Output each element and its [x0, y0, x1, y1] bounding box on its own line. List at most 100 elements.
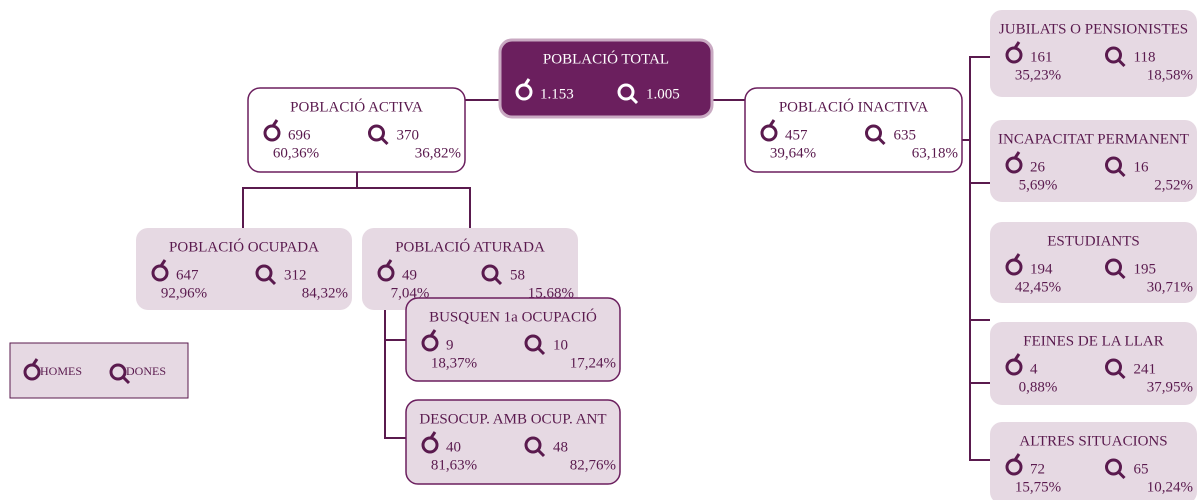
node-title: INCAPACITAT PERMANENT: [998, 131, 1189, 147]
men-count: 194: [1030, 261, 1053, 277]
node: POBLACIÓ INACTIVA 457 635 39,64% 63,18%: [744, 87, 963, 173]
women-count: 195: [1134, 261, 1157, 277]
men-pct: 5,69%: [1019, 177, 1058, 193]
node: ESTUDIANTS 194 195 42,45% 30,71%: [990, 222, 1197, 303]
node-box: [405, 297, 621, 382]
female-icon: [524, 436, 542, 454]
female-icon-stroke: [1117, 370, 1126, 380]
men-pct: 39,64%: [770, 145, 816, 161]
node: JUBILATS O PENSIONISTES 161 118 35,23% 18,58…: [990, 10, 1197, 97]
female-icon: [1105, 46, 1122, 64]
female-icon-stroke: [267, 276, 277, 286]
female-icon: [1105, 358, 1122, 376]
male-icon: [23, 363, 41, 381]
legend: HOMES DONES: [23, 358, 166, 385]
female-icon-stroke: [1117, 470, 1126, 480]
men-count: 49: [402, 267, 417, 283]
node: INCAPACITAT PERMANENT 26 16 5,69% 2,52%: [990, 120, 1197, 202]
male-icon-stroke: [385, 259, 393, 267]
male-icon: [377, 264, 395, 282]
node: BUSQUEN 1a OCUPACIÓ 9 10 18,37% 17,24%: [405, 297, 621, 382]
women-count: 241: [1134, 361, 1157, 377]
node: FEINES DE LA LLAR 4 241 0,88% 37,95%: [990, 322, 1197, 405]
male-icon: [263, 124, 281, 142]
female-icon-stroke: [1117, 168, 1126, 178]
node: POBLACIÓ OCUPADA 647 312 92,96% 84,32%: [136, 228, 352, 310]
male-icon: [1005, 458, 1023, 476]
node-box: [990, 322, 1197, 405]
men-pct: 18,37%: [431, 355, 477, 371]
women-pct: 30,71%: [1147, 279, 1193, 295]
women-pct: 18,58%: [1147, 67, 1193, 83]
male-icon: [515, 83, 533, 101]
node-title: BUSQUEN 1a OCUPACIÓ: [429, 308, 597, 325]
men-pct: 81,63%: [431, 457, 477, 473]
men-pct: 92,96%: [161, 285, 207, 301]
men-count: 1.153: [540, 86, 574, 102]
female-icon-stroke: [536, 346, 546, 356]
women-count: 370: [397, 127, 420, 143]
female-icon: [865, 124, 882, 142]
men-count: 161: [1030, 49, 1053, 65]
women-count: 10: [553, 337, 568, 353]
node-box: [744, 87, 963, 173]
women-pct: 36,82%: [415, 145, 461, 161]
node-box: [247, 87, 466, 173]
node: ALTRES SITUACIONS 72 65 15,75% 10,24%: [990, 422, 1197, 500]
node-title: JUBILATS O PENSIONISTES: [999, 21, 1188, 37]
node-box: [405, 399, 621, 485]
men-pct: 0,88%: [1019, 379, 1058, 395]
legend-box: [9, 342, 189, 399]
node-box: [498, 38, 714, 119]
male-icon: [421, 436, 439, 454]
men-pct: 35,23%: [1015, 67, 1061, 83]
female-icon: [368, 124, 385, 142]
women-count: 58: [510, 267, 525, 283]
female-icon: [1105, 458, 1122, 476]
node: DESOCUP. AMB OCUP. ANT 40 48 81,63% 82,76%: [405, 399, 621, 485]
female-icon: [109, 363, 127, 381]
female-icon-stroke: [1117, 270, 1126, 280]
male-icon-stroke: [429, 431, 437, 439]
male-icon: [421, 334, 439, 352]
men-count: 40: [446, 439, 461, 455]
node-box: [136, 228, 352, 310]
men-count: 9: [446, 337, 454, 353]
legend-women: DONES: [126, 364, 166, 378]
female-icon: [1105, 258, 1122, 276]
node-title: POBLACIÓ OCUPADA: [169, 238, 319, 255]
node-box: [990, 222, 1197, 303]
male-icon: [1005, 258, 1023, 276]
female-icon-stroke: [1117, 58, 1126, 68]
women-count: 1.005: [646, 86, 680, 102]
women-pct: 2,52%: [1154, 177, 1193, 193]
node-box: [990, 120, 1197, 202]
men-count: 696: [288, 127, 311, 143]
female-icon-stroke: [877, 136, 886, 146]
men-pct: 15,75%: [1015, 479, 1061, 495]
node-title: DESOCUP. AMB OCUP. ANT: [419, 411, 606, 427]
node-title: ESTUDIANTS: [1047, 233, 1140, 249]
women-count: 635: [894, 127, 917, 143]
men-count: 4: [1030, 361, 1038, 377]
women-pct: 82,76%: [570, 457, 616, 473]
women-pct: 63,18%: [912, 145, 958, 161]
men-count: 647: [176, 267, 199, 283]
female-icon-stroke: [629, 95, 639, 105]
male-icon-stroke: [523, 78, 531, 86]
node-box: [362, 228, 578, 310]
node-box: [990, 422, 1197, 500]
male-icon: [151, 264, 169, 282]
women-count: 16: [1134, 159, 1150, 175]
male-icon-stroke: [1013, 253, 1021, 261]
node: POBLACIÓ TOTAL 1.153 1.005: [498, 38, 714, 119]
women-pct: 10,24%: [1147, 479, 1193, 495]
men-count: 457: [785, 127, 808, 143]
women-count: 65: [1134, 461, 1149, 477]
male-icon: [1005, 46, 1023, 64]
women-pct: 84,32%: [302, 285, 348, 301]
men-count: 72: [1030, 461, 1045, 477]
female-icon: [1105, 156, 1122, 174]
